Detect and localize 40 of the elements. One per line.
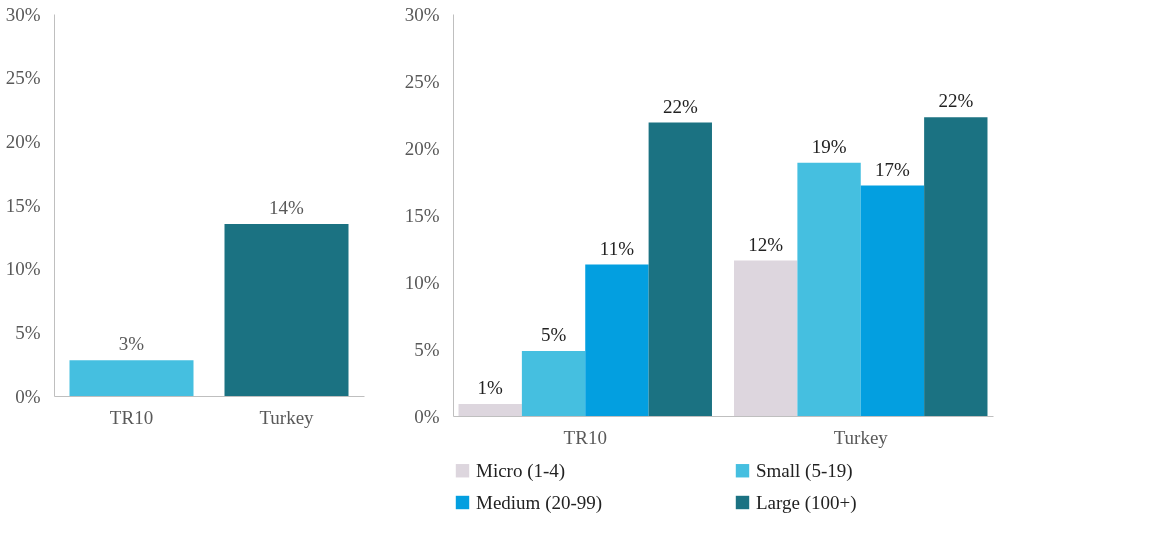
- bar: [585, 264, 649, 416]
- bar: [648, 122, 712, 416]
- y-tick-label: 5%: [414, 338, 440, 360]
- data-label: 22%: [938, 90, 974, 112]
- y-tick-label: 25%: [5, 67, 41, 89]
- bar: [860, 185, 925, 416]
- x-tick-label: TR10: [563, 426, 607, 448]
- data-label: 1%: [477, 376, 504, 398]
- y-tick-label: 20%: [404, 137, 440, 159]
- bar: [734, 260, 798, 416]
- x-tick-label: Turkey: [833, 426, 889, 448]
- legend-label: Micro (1-4): [476, 459, 566, 482]
- y-tick-label: 30%: [404, 3, 440, 25]
- legend-label: Small (5-19): [756, 459, 853, 482]
- data-label: 17%: [875, 158, 911, 180]
- bar: [458, 403, 522, 416]
- y-tick-label: 30%: [5, 3, 41, 25]
- y-tick-label: 10%: [5, 258, 41, 280]
- data-label: 14%: [269, 197, 305, 219]
- y-tick-label: 0%: [15, 385, 41, 407]
- data-label: 19%: [811, 135, 847, 157]
- bar: [521, 351, 586, 416]
- x-tick-label: Turkey: [259, 406, 315, 428]
- data-label: 5%: [540, 324, 567, 346]
- y-tick-label: 0%: [414, 405, 440, 427]
- y-tick-label: 25%: [404, 70, 440, 92]
- legend-label: Large (100+): [756, 491, 857, 514]
- data-label: 22%: [662, 95, 698, 117]
- y-tick-label: 15%: [5, 194, 41, 216]
- data-label: 11%: [599, 237, 635, 259]
- data-label: 12%: [748, 233, 784, 255]
- data-label: 3%: [118, 333, 145, 355]
- y-tick-label: 10%: [404, 271, 440, 293]
- y-tick-label: 15%: [404, 204, 440, 226]
- legend-label: Medium (20-99): [476, 491, 603, 514]
- bar: [797, 162, 861, 416]
- y-tick-label: 20%: [5, 130, 41, 152]
- bar: [924, 117, 988, 416]
- x-tick-label: TR10: [109, 406, 154, 428]
- y-tick-label: 5%: [15, 321, 41, 343]
